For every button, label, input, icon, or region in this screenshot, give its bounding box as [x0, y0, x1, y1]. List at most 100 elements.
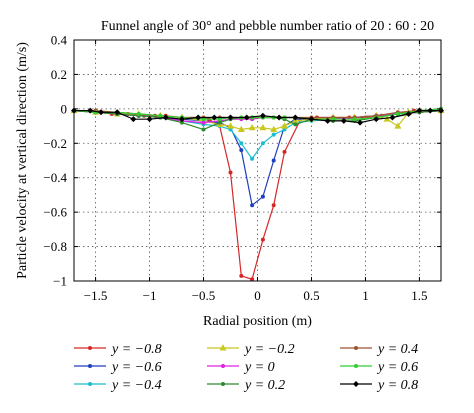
- data-point: [340, 117, 347, 124]
- legend-label: y = −0.2: [243, 342, 295, 357]
- data-point: [239, 273, 244, 278]
- data-point: [260, 194, 265, 199]
- data-point: [136, 112, 141, 117]
- legend-item: y = −0.4: [74, 378, 162, 393]
- legend-item: y = −0.2: [207, 342, 295, 357]
- legend-item: y = 0.8: [340, 378, 418, 393]
- data-point: [178, 116, 185, 123]
- y-tick-label: −0.4: [43, 170, 67, 185]
- y-tick-label: −1: [53, 274, 67, 289]
- data-point: [416, 107, 423, 114]
- data-point: [87, 107, 94, 114]
- legend-marker: [221, 382, 225, 386]
- legend-item: y = 0.4: [340, 342, 418, 357]
- data-point: [271, 203, 276, 208]
- data-point: [250, 203, 255, 208]
- legend-label: y = 0.6: [376, 360, 418, 375]
- series-line: [74, 109, 441, 281]
- y-tick-label: 0: [61, 101, 68, 116]
- x-tick-label: 0.5: [303, 288, 319, 303]
- y-tick-label: −0.6: [43, 205, 67, 220]
- data-point: [405, 111, 412, 118]
- data-point: [271, 132, 276, 137]
- data-point: [395, 112, 400, 117]
- data-point: [331, 117, 336, 122]
- x-tick-label: −1: [143, 288, 157, 303]
- legend: y = −0.8 y = −0.6 y = −0.4 y = −0.2 y = 0 y =…: [74, 342, 418, 393]
- data-point: [239, 141, 244, 146]
- data-point: [427, 107, 434, 114]
- data-point: [227, 122, 235, 129]
- data-point: [280, 122, 288, 129]
- data-point: [260, 237, 265, 242]
- data-point: [259, 123, 267, 131]
- legend-item: y = 0: [207, 360, 275, 375]
- data-point: [195, 114, 202, 121]
- x-tick-label: 0: [254, 288, 261, 303]
- legend-marker: [88, 346, 92, 350]
- legend-marker: [354, 364, 358, 368]
- x-tick-label: 1: [362, 288, 369, 303]
- data-point: [217, 117, 222, 122]
- data-point: [248, 123, 256, 131]
- data-point: [270, 125, 278, 133]
- data-point: [394, 122, 402, 129]
- legend-marker: [221, 364, 225, 368]
- legend-marker: [219, 344, 227, 351]
- legend-label: y = 0.4: [376, 342, 418, 357]
- series-lines: [70, 106, 445, 282]
- data-point: [250, 156, 255, 161]
- data-point: [389, 114, 396, 121]
- y-axis-label: Particle velocity at vertical direction …: [15, 42, 30, 279]
- x-axis-label: Radial position (m): [203, 314, 312, 329]
- data-point: [324, 117, 331, 124]
- legend-marker: [88, 364, 92, 368]
- data-point: [201, 120, 206, 125]
- y-tick-label: −0.2: [43, 136, 67, 151]
- axis-ticks: −1.5 −1 −0.5 0 0.5 1 1.5 0.4 0.2 0 −0.2 −0.4 −0.6 −0.…: [43, 33, 441, 303]
- legend-label: y = −0.6: [110, 360, 162, 375]
- x-tick-label: −0.5: [192, 288, 216, 303]
- data-point: [260, 141, 265, 146]
- data-point: [146, 116, 153, 123]
- data-point: [201, 117, 206, 122]
- series-0: [72, 108, 443, 282]
- data-point: [237, 125, 245, 133]
- chart-title: Funnel angle of 30° and pebble number ra…: [101, 19, 434, 34]
- data-point: [130, 116, 137, 123]
- legend-marker: [353, 381, 359, 387]
- data-point: [352, 117, 357, 122]
- data-point: [97, 109, 104, 116]
- data-point: [227, 114, 234, 121]
- data-point: [308, 116, 315, 123]
- data-point: [158, 113, 163, 118]
- data-point: [271, 158, 276, 163]
- legend-marker: [88, 382, 92, 386]
- x-tick-label: −1.5: [84, 288, 108, 303]
- data-point: [239, 148, 244, 153]
- data-point: [179, 120, 184, 125]
- data-point: [373, 116, 380, 123]
- data-point: [293, 122, 298, 127]
- data-point: [292, 114, 299, 121]
- legend-marker: [354, 346, 358, 350]
- legend-item: y = 0.2: [207, 378, 285, 393]
- data-point: [211, 114, 218, 121]
- data-point: [276, 114, 283, 121]
- data-point: [250, 277, 255, 282]
- data-point: [217, 120, 222, 125]
- x-tick-label: 1.5: [411, 288, 427, 303]
- y-tick-label: 0.2: [51, 67, 67, 82]
- data-point: [114, 109, 121, 116]
- data-point: [201, 127, 206, 132]
- grid: [74, 39, 441, 282]
- data-point: [162, 114, 169, 121]
- y-tick-label: 0.4: [51, 33, 68, 48]
- data-point: [243, 114, 250, 121]
- y-tick-label: −0.8: [43, 239, 67, 254]
- legend-item: y = −0.8: [74, 342, 162, 357]
- series-8: [71, 107, 444, 126]
- data-point: [228, 170, 233, 175]
- legend-label: y = −0.4: [110, 378, 162, 393]
